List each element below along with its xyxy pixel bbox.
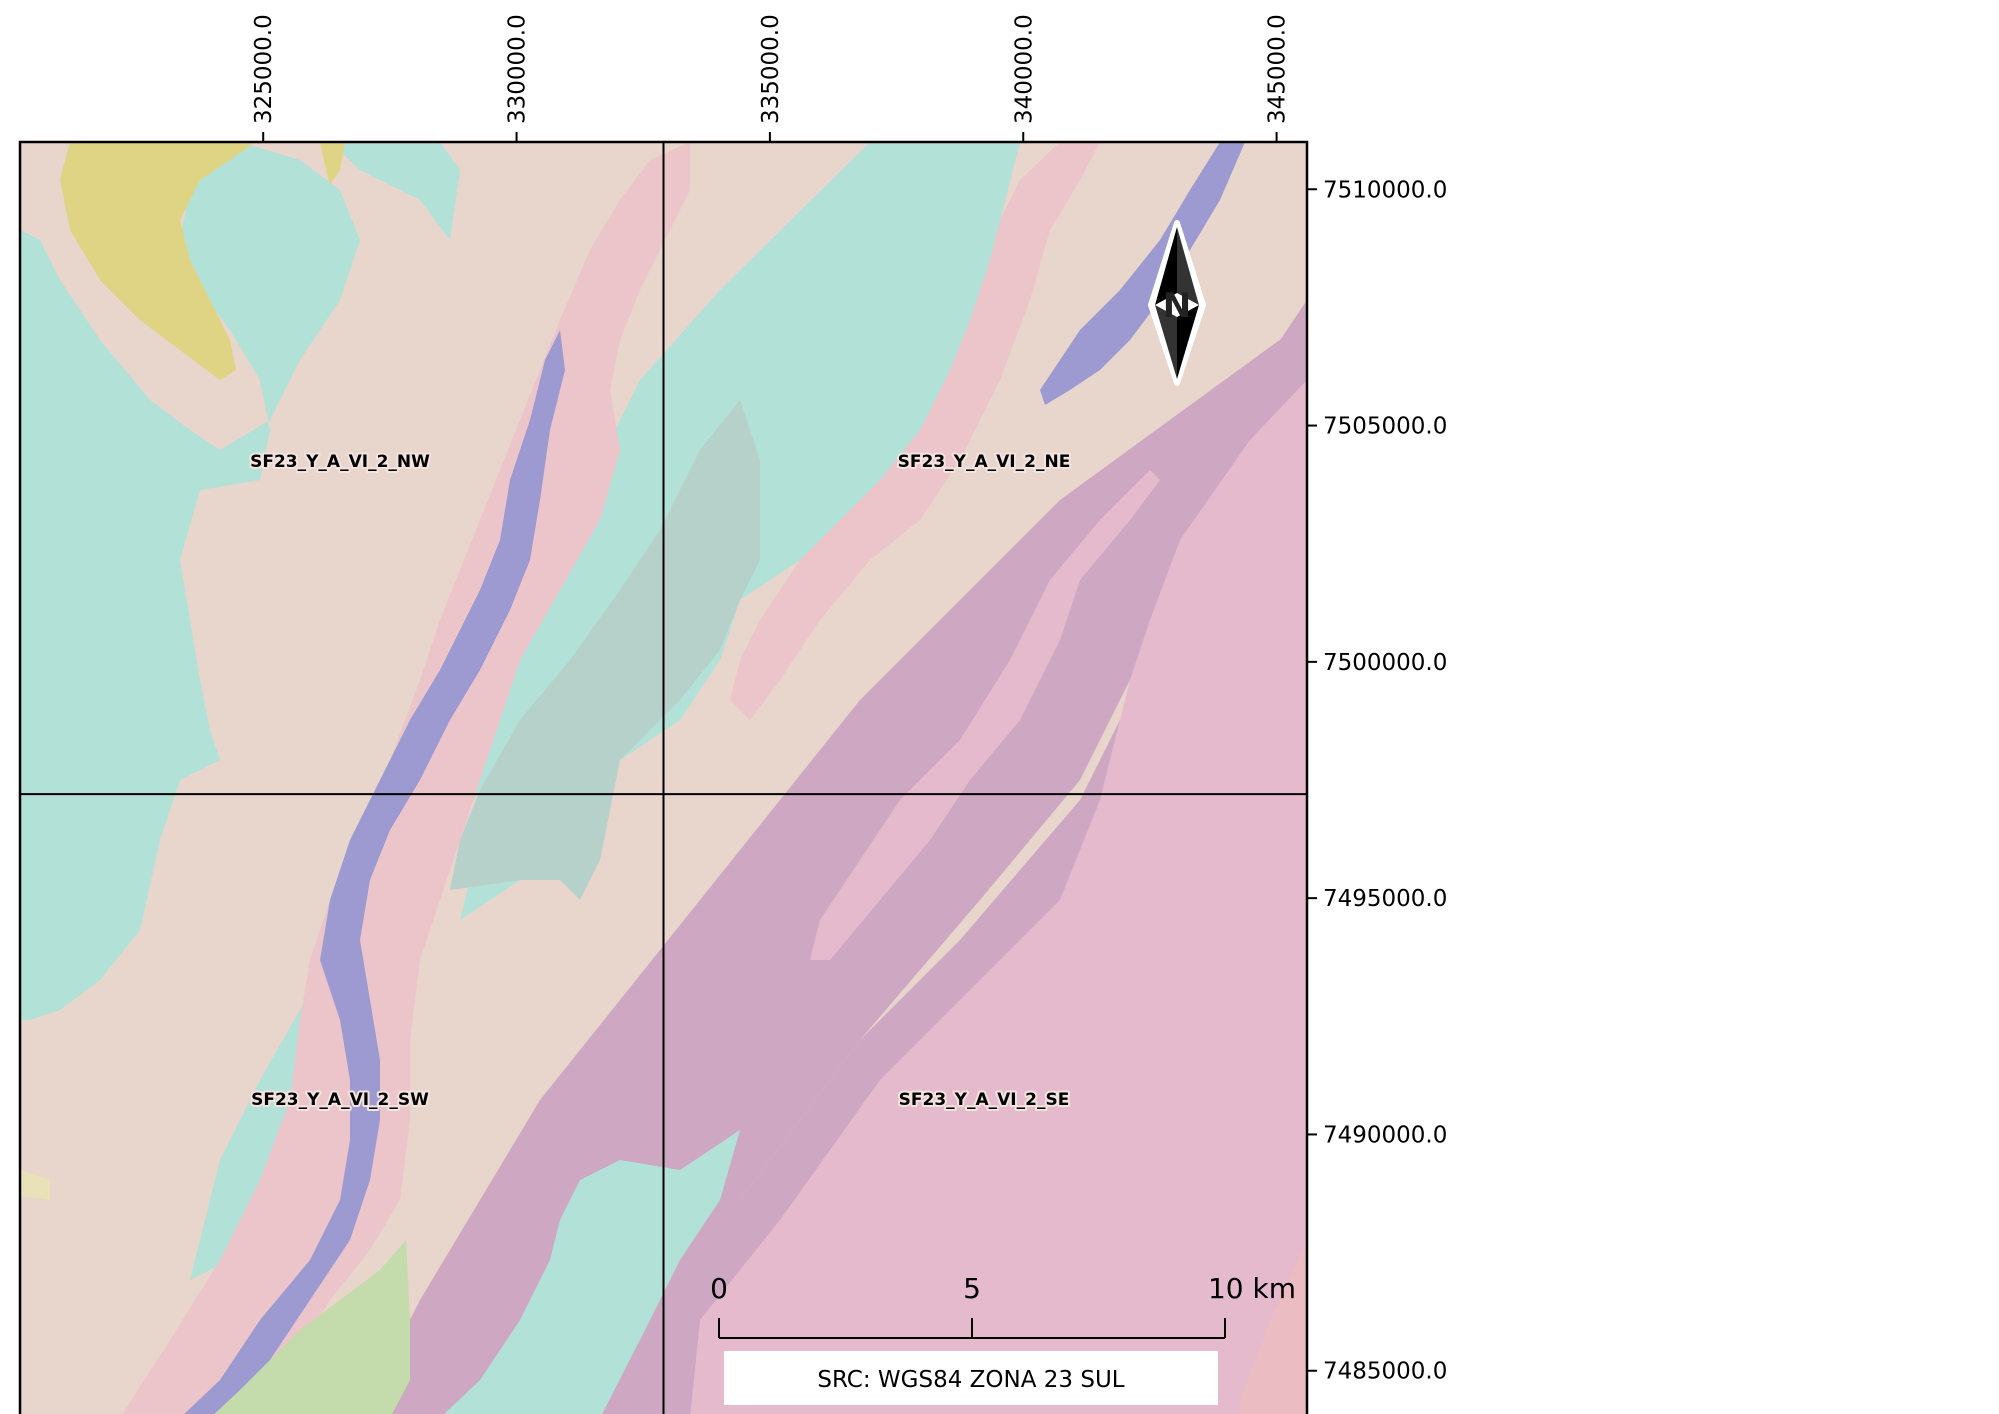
x-axis-tick-label: 335000.0 bbox=[758, 14, 784, 124]
x-axis-tick-label: 325000.0 bbox=[251, 14, 277, 124]
north-arrow-letter: N bbox=[1163, 286, 1191, 326]
crs-box bbox=[724, 1351, 1218, 1405]
magenta-pink-unit bbox=[690, 380, 1307, 1414]
map-frame bbox=[18, 140, 1309, 1414]
crs-label: SRC: WGS84 ZONA 23 SUL bbox=[817, 1367, 1124, 1393]
scale-bar-label-10: 10 km bbox=[1208, 1272, 1296, 1305]
quadrant-label-ne: SF23_Y_A_VI_2_NE bbox=[898, 452, 1071, 472]
purple-unit-main bbox=[184, 330, 565, 1414]
scale-bar-label-0: 0 bbox=[710, 1272, 728, 1305]
teal-unit-northwest bbox=[250, 142, 460, 240]
y-axis-ticks: 7510000.0 7505000.0 7500000.0 7495000.0 7490… bbox=[1307, 177, 1447, 1385]
quadrant-label-nw: SF23_Y_A_VI_2_NW bbox=[250, 452, 430, 472]
pale-yellow-unit bbox=[20, 1170, 50, 1200]
teal-unit-west bbox=[20, 142, 360, 1020]
y-axis-tick-label: 7490000.0 bbox=[1323, 1122, 1447, 1148]
pink-unit-north bbox=[730, 142, 1100, 720]
x-axis-tick-label: 345000.0 bbox=[1265, 14, 1291, 124]
x-axis-tick-label: 330000.0 bbox=[505, 14, 531, 124]
teal-unit-far-west bbox=[20, 230, 80, 610]
quadrant-label-se: SF23_Y_A_VI_2_SE bbox=[899, 1090, 1070, 1110]
y-axis-tick-label: 7510000.0 bbox=[1323, 177, 1447, 203]
scale-bar-label-5: 5 bbox=[963, 1272, 981, 1305]
y-axis-tick-label: 7495000.0 bbox=[1323, 886, 1447, 912]
grey-unit bbox=[450, 400, 760, 900]
x-axis-ticks: 325000.0 330000.0 335000.0 340000.0 345000.0 bbox=[251, 14, 1291, 142]
x-axis-tick-label: 340000.0 bbox=[1011, 14, 1037, 124]
geology-layer bbox=[20, 142, 1307, 1414]
y-axis-tick-label: 7505000.0 bbox=[1323, 414, 1447, 440]
purple-unit-northeast bbox=[1040, 142, 1245, 405]
y-axis-tick-label: 7485000.0 bbox=[1323, 1359, 1447, 1385]
y-axis-tick-label: 7500000.0 bbox=[1323, 650, 1447, 676]
teal-unit-southeast bbox=[444, 1130, 740, 1414]
green-unit bbox=[214, 1240, 410, 1414]
quadrant-label-sw: SF23_Y_A_VI_2_SW bbox=[251, 1090, 429, 1110]
olive-unit bbox=[60, 142, 255, 380]
north-arrow-icon: N bbox=[1148, 220, 1206, 386]
olive-unit-small bbox=[320, 142, 345, 185]
scale-bar: 0 5 10 km bbox=[710, 1272, 1296, 1339]
salmon-unit bbox=[1240, 1240, 1307, 1414]
magenta-pink-lens bbox=[810, 470, 1160, 960]
